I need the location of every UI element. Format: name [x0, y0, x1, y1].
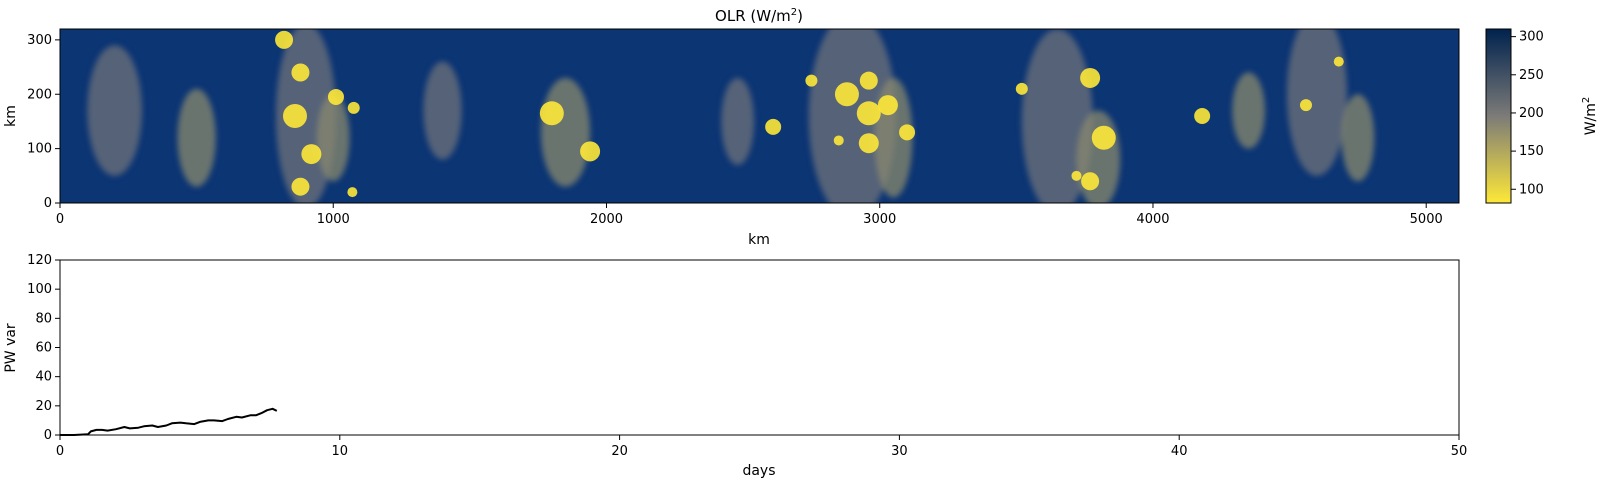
olr-y-tick-label: 300	[27, 33, 52, 48]
olr-title: OLR (W/m2)	[715, 7, 803, 25]
olr-cloud-core	[291, 177, 310, 196]
olr-cloud-core	[301, 144, 322, 165]
pw-x-tick-label: 50	[1451, 444, 1468, 459]
olr-cloud-haze-band	[540, 77, 591, 187]
colorbar-tick-label: 250	[1519, 68, 1544, 83]
pw-x-tick-label: 10	[332, 444, 349, 459]
olr-cloud-haze-band	[177, 88, 216, 187]
olr-panel: OLR (W/m2) 0 1000 2000 3000 4000 5000 0 100 200…	[3, 7, 1460, 248]
pw-x-axis-label: days	[742, 463, 775, 479]
colorbar-tick-label: 200	[1519, 106, 1544, 121]
olr-cloud-core	[275, 30, 294, 49]
colorbar-ticks: 100 150 200 250 300	[1511, 30, 1544, 197]
olr-x-tick-label: 3000	[863, 212, 896, 227]
olr-plot-frame	[59, 28, 1460, 204]
olr-cloud-core	[347, 187, 358, 198]
olr-cloud-core	[327, 88, 344, 105]
pw-x-axis: 0 10 20 30 40 50	[56, 435, 1467, 459]
olr-cloud-core	[833, 135, 844, 146]
olr-y-tick-label: 0	[44, 196, 52, 211]
olr-cloud-core	[347, 101, 360, 114]
olr-cloud-core	[1080, 67, 1101, 88]
olr-cloud-core	[805, 74, 818, 87]
olr-cloud-core	[1015, 82, 1028, 95]
pw-x-tick-label: 0	[56, 444, 64, 459]
olr-cloud-core	[1071, 170, 1082, 181]
olr-x-axis: 0 1000 2000 3000 4000 5000	[56, 203, 1443, 227]
olr-cloud-core	[1091, 125, 1116, 150]
olr-x-tick-label: 5000	[1410, 212, 1443, 227]
olr-cloud-core	[765, 118, 782, 135]
olr-y-axis: 0 100 200 300	[27, 33, 60, 211]
olr-cloud-core	[1081, 172, 1100, 191]
pw-x-tick-label: 20	[611, 444, 628, 459]
pw-y-tick-label: 120	[27, 253, 52, 268]
pw-y-tick-label: 80	[35, 311, 52, 326]
olr-title-close: )	[797, 7, 803, 25]
olr-title-sup: 2	[791, 7, 797, 18]
olr-cloud-core	[1194, 108, 1211, 124]
pw-y-tick-label: 40	[35, 370, 52, 385]
olr-x-tick-label: 4000	[1136, 212, 1169, 227]
olr-cloud-core	[877, 95, 898, 116]
olr-cloud-haze-band	[316, 94, 350, 182]
olr-cloud-haze-band	[1341, 94, 1375, 182]
olr-x-axis-label: km	[748, 232, 770, 248]
pw-y-axis: 0 20 40 60 80 100 120	[27, 253, 60, 443]
olr-cloud-haze-band	[1076, 110, 1121, 203]
olr-cloud-core	[899, 124, 916, 141]
olr-x-tick-label: 1000	[317, 212, 350, 227]
olr-cloud-haze-band	[1232, 72, 1265, 149]
olr-y-axis-label: km	[3, 105, 19, 127]
olr-cloud-haze-band	[721, 77, 755, 165]
olr-cloud-haze-band	[1021, 29, 1093, 203]
pw-y-tick-label: 20	[35, 399, 52, 414]
olr-cloud-haze-band	[87, 45, 142, 176]
pw-var-line	[60, 407, 278, 436]
olr-cloud-core	[580, 141, 601, 162]
olr-y-tick-label: 100	[27, 142, 52, 157]
olr-cloud-haze-band	[808, 29, 897, 203]
olr-cloud-haze-band	[423, 61, 462, 160]
pw-x-tick-label: 40	[1171, 444, 1188, 459]
olr-cloud-core	[282, 104, 307, 128]
colorbar-label-sup: 2	[1581, 97, 1592, 103]
olr-x-tick-label: 0	[56, 212, 64, 227]
pw-panel: 0 10 20 30 40 50 0 20 40 60 80 100 120 days PW var	[3, 253, 1467, 479]
pw-y-tick-label: 60	[35, 341, 52, 356]
olr-cloud-core	[291, 63, 310, 82]
colorbar-gradient	[1485, 28, 1512, 204]
olr-y-tick-label: 200	[27, 87, 52, 102]
colorbar-tick-label: 100	[1519, 182, 1544, 197]
pw-y-tick-label: 0	[44, 428, 52, 443]
olr-cloud-haze-band	[1286, 29, 1347, 176]
olr-title-base: OLR (W/m	[715, 7, 791, 25]
colorbar-label: W/m2	[1581, 97, 1599, 136]
pw-y-axis-label: PW var	[3, 323, 19, 373]
olr-cloud-core	[1299, 99, 1312, 112]
colorbar-tick-label: 300	[1519, 30, 1544, 45]
olr-cloud-core	[1333, 56, 1344, 67]
olr-cloud-cores	[275, 30, 1344, 198]
olr-cloud-core	[856, 101, 881, 126]
colorbar-tick-label: 150	[1519, 144, 1544, 159]
colorbar-label-base: W/m	[1583, 103, 1599, 135]
pw-y-tick-label: 100	[27, 282, 52, 297]
olr-cloud-core	[834, 82, 859, 107]
olr-colorbar: 100 150 200 250 300 W/m2	[1485, 28, 1599, 204]
pw-x-tick-label: 30	[891, 444, 908, 459]
olr-x-tick-label: 2000	[590, 212, 623, 227]
olr-cloud-core	[858, 133, 879, 154]
olr-cloud-core	[859, 71, 878, 90]
olr-cloud-core	[539, 101, 564, 126]
olr-cloud-haze	[87, 29, 1375, 203]
